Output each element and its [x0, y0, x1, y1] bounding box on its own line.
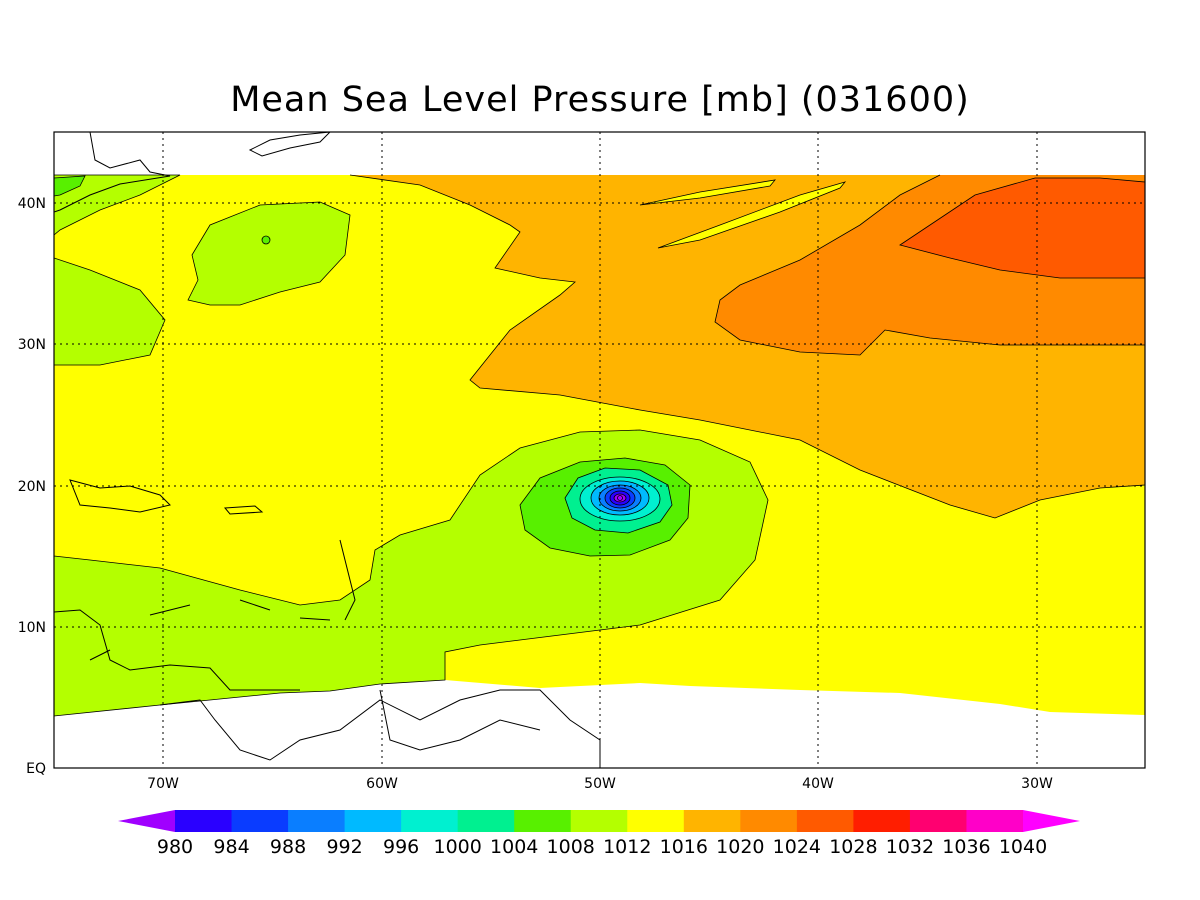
lat-label-10n: 10N	[18, 620, 46, 636]
colorbar-swatch	[401, 810, 459, 832]
coast-puerto-rico	[223, 505, 264, 515]
colorbar-swatch	[175, 810, 233, 832]
colorbar-swatch	[570, 810, 628, 832]
lat-label-20n: 20N	[18, 479, 46, 495]
band-1008-1012-c	[54, 174, 181, 236]
colorbar-swatch	[966, 810, 1024, 832]
band-1008-1012-a	[187, 201, 351, 306]
colorbar-swatch	[231, 810, 289, 832]
colorbar-label: 984	[213, 836, 249, 858]
colorbar-label: 1008	[547, 836, 595, 858]
colorbar-label: 1024	[773, 836, 821, 858]
contour-1020	[714, 174, 1145, 356]
coast-central-america	[54, 609, 300, 691]
colorbar-label: 1004	[490, 836, 538, 858]
colorbar-label: 992	[326, 836, 362, 858]
colorbar-swatch	[457, 810, 515, 832]
coast-greater-antilles	[69, 479, 171, 513]
lat-label-40n: 40N	[18, 196, 46, 212]
lon-label-50w: 50W	[584, 776, 616, 792]
contour-1016	[349, 174, 1145, 519]
coast-south-america	[159, 689, 601, 768]
colorbar-label: 1036	[942, 836, 990, 858]
colorbar-swatch	[909, 810, 967, 832]
colorbar-extend-low	[118, 810, 175, 832]
small-green-nw	[54, 175, 86, 197]
lat-label-eq: EQ	[26, 761, 46, 777]
band-1024-1028	[900, 178, 1145, 278]
lon-label-60w: 60W	[366, 776, 398, 792]
colorbar-label: 1032	[886, 836, 934, 858]
lon-label-30w: 30W	[1021, 776, 1053, 792]
lon-label-70w: 70W	[147, 776, 179, 792]
map-title: Mean Sea Level Pressure [mb] (031600)	[230, 80, 970, 120]
colorbar-label: 1016	[660, 836, 708, 858]
colorbar-swatch	[853, 810, 911, 832]
colorbar-swatch	[740, 810, 798, 832]
colorbar-label: 1028	[829, 836, 877, 858]
lat-label-30n: 30N	[18, 337, 46, 353]
coast-lesser-antilles	[339, 539, 356, 621]
colorbar-label: 1000	[433, 836, 481, 858]
colorbar-extend-high	[1023, 810, 1080, 832]
coast-north-america	[54, 132, 171, 213]
coastlines	[54, 132, 601, 768]
colorbar-label: 1012	[603, 836, 651, 858]
colorbar-swatch	[288, 810, 346, 832]
lon-label-40w: 40W	[802, 776, 834, 792]
coast-nova-scotia	[248, 132, 331, 157]
band-sliver-1	[639, 179, 776, 206]
band-sliver-2	[657, 181, 847, 249]
colorbar-label: 980	[157, 836, 193, 858]
small-low-spot	[261, 235, 271, 245]
colorbar-label: 1020	[716, 836, 764, 858]
colorbar-swatch	[683, 810, 741, 832]
contour-1024	[899, 177, 1145, 279]
map-gridlines	[54, 132, 1145, 768]
coast-venezuela-interior	[379, 689, 541, 751]
colorbar-swatch	[514, 810, 572, 832]
colorbar-label: 988	[270, 836, 306, 858]
coast-caribbean-islands	[89, 599, 331, 661]
colorbar-label: 996	[383, 836, 419, 858]
map-frame	[53, 131, 1146, 769]
colorbar-swatch	[627, 810, 685, 832]
colorbar: 980 984 988 992 996 1000 1004 1008 1012 1016 1020 1…	[118, 810, 1080, 858]
band-below-980	[613, 493, 627, 503]
colorbar-label: 1040	[999, 836, 1047, 858]
band-1008-1012-b	[54, 257, 166, 366]
colorbar-swatch	[796, 810, 854, 832]
colorbar-swatch	[344, 810, 402, 832]
storm-contour-inner	[617, 495, 623, 501]
